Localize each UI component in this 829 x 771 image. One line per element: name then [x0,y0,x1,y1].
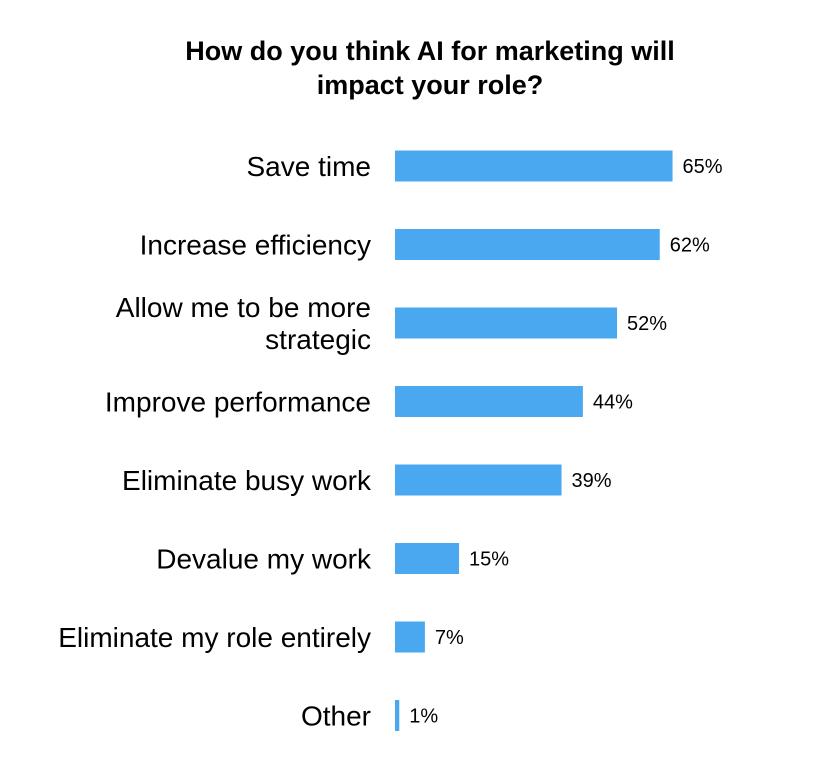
category-label-8: Other [301,701,371,732]
chart-title: How do you think AI for marketing will i… [0,34,829,102]
bar-6 [395,543,460,574]
value-label-3: 52% [627,313,667,335]
bar-5 [395,464,562,496]
bar-7 [395,621,425,653]
value-label-6: 15% [469,549,509,571]
category-label-4: Improve performance [105,387,371,418]
category-label-6: Devalue my work [156,544,372,575]
chart-title-line-1: How do you think AI for marketing will [185,36,675,66]
category-label-3-line-1: Allow me to be more [116,292,371,323]
category-label-7: Eliminate my role entirely [58,622,371,653]
value-label-1: 65% [683,156,723,178]
value-label-7: 7% [435,627,464,649]
category-label-2: Increase efficiency [140,230,371,261]
category-label-3-line-2: strategic [265,324,371,355]
chart-title-line-2: impact your role? [316,70,544,100]
category-label-5: Eliminate busy work [122,465,372,496]
value-label-4: 44% [593,392,633,414]
bar-4 [395,386,583,417]
bar-1 [395,150,673,182]
value-label-8: 1% [409,706,438,728]
bar-2 [395,229,660,260]
bar-8 [395,700,400,731]
value-label-2: 62% [670,235,710,257]
bar-3 [395,307,618,339]
category-label-1: Save time [247,151,372,182]
value-label-5: 39% [572,470,612,492]
